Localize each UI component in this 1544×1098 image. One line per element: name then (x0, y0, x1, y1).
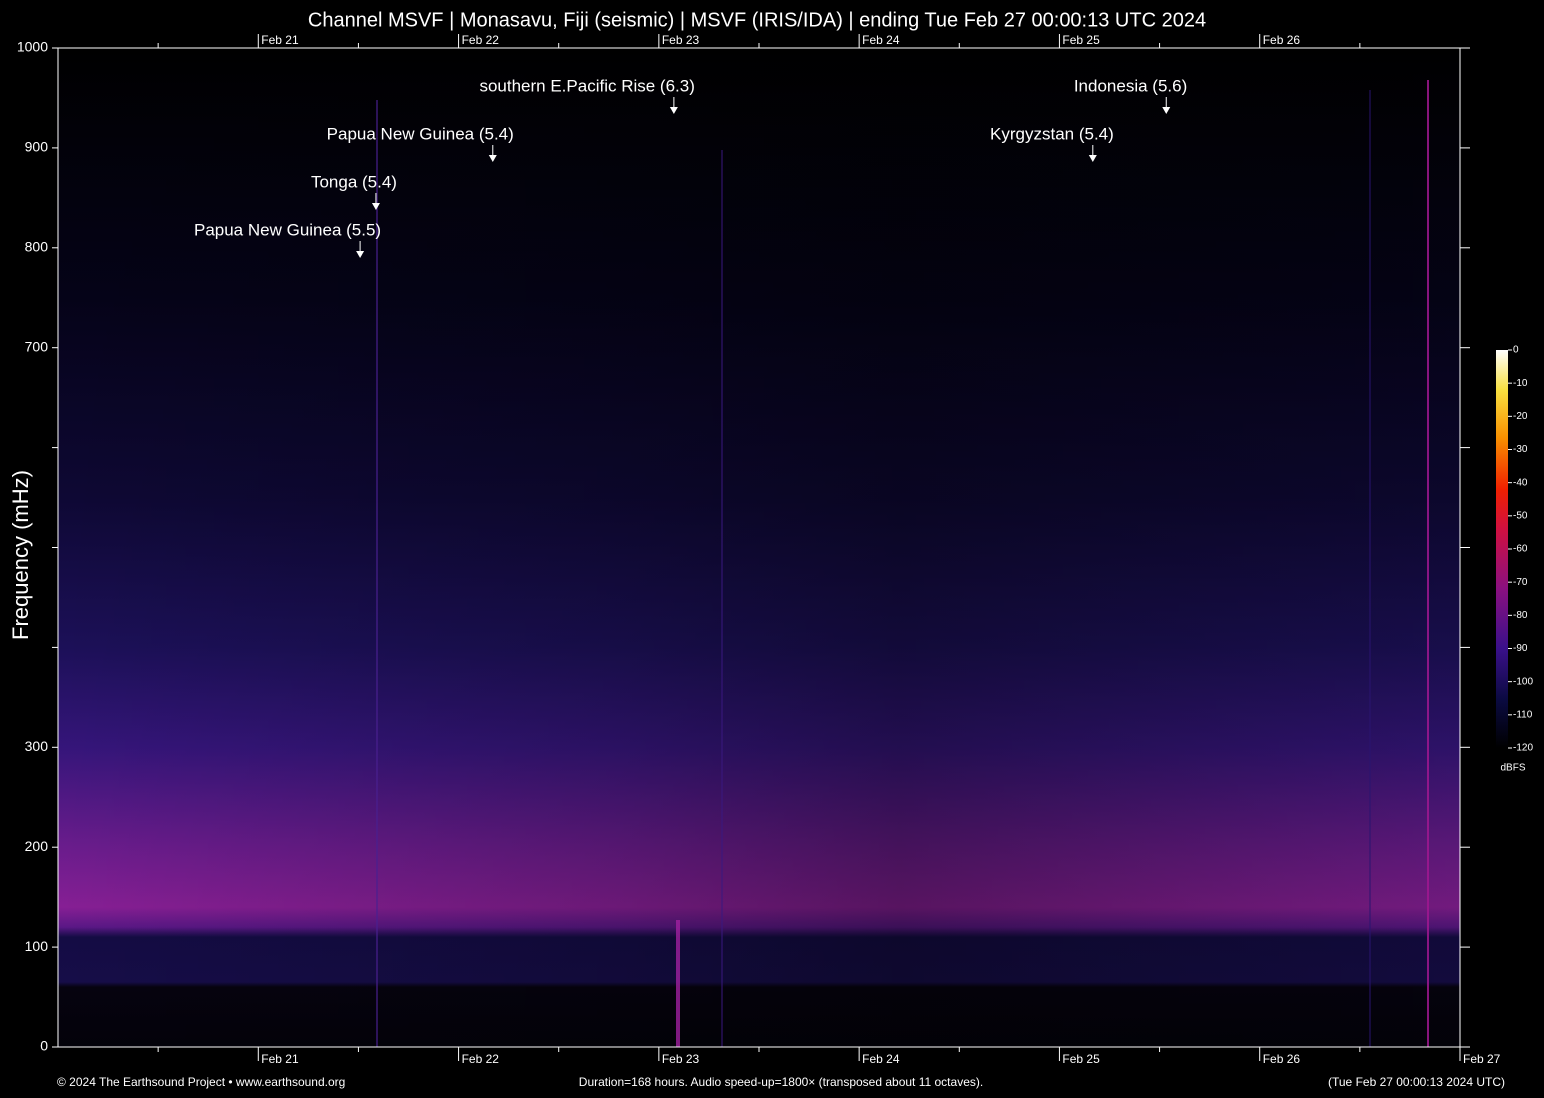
spectrogram-streaks (376, 80, 1429, 1047)
x-tick-label-top: Feb 25 (1062, 33, 1100, 47)
colorbar-tick-label: -70 (1513, 577, 1528, 588)
event-arrowhead (669, 107, 678, 114)
colorbar-label: dBFS (1500, 763, 1525, 774)
x-tick-label: Feb 23 (662, 1052, 700, 1066)
x-tick-label-top: Feb 24 (862, 33, 900, 47)
x-tick-label: Feb 22 (462, 1052, 500, 1066)
event-label: southern E.Pacific Rise (6.3) (479, 76, 694, 95)
event-label: Indonesia (5.6) (1074, 76, 1187, 95)
spectrogram-shade (58, 48, 1460, 1047)
event-arrowhead (1162, 107, 1171, 114)
event-arrowhead (1088, 155, 1097, 162)
x-tick-label: Feb 27 (1463, 1052, 1501, 1066)
event-label: Papua New Guinea (5.4) (327, 124, 514, 143)
x-tick-label-top: Feb 21 (261, 33, 299, 47)
colorbar-tick-label: -80 (1513, 610, 1528, 621)
footer-center: Duration=168 hours. Audio speed-up=1800×… (579, 1075, 983, 1089)
y-tick-label: 200 (25, 838, 49, 854)
y-tick-label: 300 (25, 738, 49, 754)
x-tick-label: Feb 24 (862, 1052, 900, 1066)
footer-left: © 2024 The Earthsound Project • www.eart… (57, 1075, 345, 1089)
event-arrowhead (488, 155, 497, 162)
footer-right: (Tue Feb 27 00:00:13 2024 UTC) (1328, 1075, 1505, 1089)
event-label: Papua New Guinea (5.5) (194, 220, 381, 239)
y-tick-label: 0 (40, 1038, 48, 1054)
colorbar-tick-label: -20 (1513, 411, 1528, 422)
colorbar-tick-label: 0 (1513, 345, 1519, 356)
event-arrowhead (356, 251, 365, 258)
event-label: Tonga (5.4) (311, 172, 397, 191)
colorbar-tick-label: -100 (1513, 676, 1533, 687)
colorbar-tick-label: -60 (1513, 544, 1528, 555)
colorbar-tick-label: -30 (1513, 444, 1528, 455)
colorbar-tick-label: -110 (1513, 709, 1533, 720)
chart-title: Channel MSVF | Monasavu, Fiji (seismic) … (308, 9, 1206, 31)
colorbar-tick-label: -120 (1513, 743, 1533, 754)
y-tick-label: 100 (25, 938, 49, 954)
x-tick-label: Feb 26 (1263, 1052, 1301, 1066)
x-tick-label-top: Feb 26 (1263, 33, 1301, 47)
y-tick-label: 800 (25, 239, 49, 255)
x-tick-label: Feb 21 (261, 1052, 299, 1066)
y-tick-label: 1000 (17, 39, 48, 55)
colorbar (1496, 350, 1508, 748)
event-label: Kyrgyzstan (5.4) (990, 124, 1114, 143)
colorbar-tick-label: -90 (1513, 643, 1528, 654)
x-tick-label-top: Feb 23 (662, 33, 700, 47)
colorbar-tick-label: -10 (1513, 378, 1528, 389)
y-tick-label: 900 (25, 139, 49, 155)
y-tick-label: 700 (25, 338, 49, 354)
colorbar-tick-label: -40 (1513, 477, 1528, 488)
event-arrowhead (371, 203, 380, 210)
x-tick-label-top: Feb 22 (462, 33, 500, 47)
x-tick-label: Feb 25 (1062, 1052, 1100, 1066)
y-axis-label: Frequency (mHz) (8, 470, 33, 640)
colorbar-tick-label: -50 (1513, 510, 1528, 521)
